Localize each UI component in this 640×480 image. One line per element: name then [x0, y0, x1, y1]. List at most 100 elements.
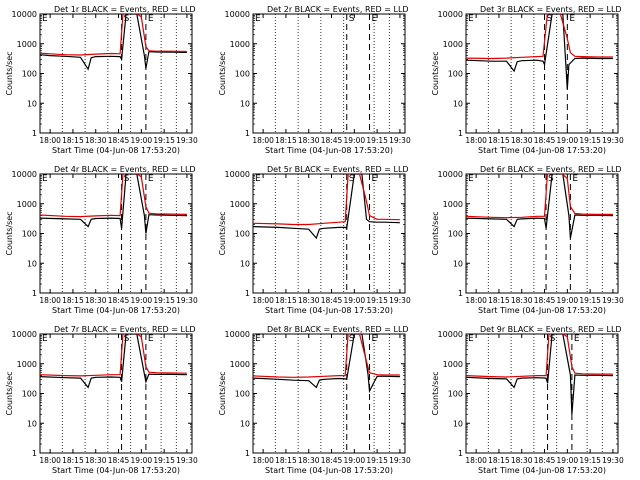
x-axis-label: Start Time (04-Jun-08 17:53:20): [265, 306, 393, 315]
x-tick-label: 18:45: [534, 456, 556, 465]
x-tick-label: 19:30: [389, 456, 411, 465]
x-tick-label: 18:00: [39, 296, 61, 305]
y-tick-label: 10: [27, 259, 37, 268]
x-tick-label: 18:15: [275, 296, 297, 305]
y-tick-label: 1: [458, 129, 463, 138]
y-tick-label: 10000: [438, 170, 463, 179]
panel-title: Det 6r BLACK = Events, RED = LLD: [480, 165, 622, 174]
left-end-marker-label: E: [255, 174, 261, 184]
x-tick-label: 19:30: [176, 296, 198, 305]
x-tick-label: 18:00: [465, 456, 487, 465]
y-tick-label: 100: [22, 230, 37, 239]
y-tick-label: 1000: [17, 200, 37, 209]
y-tick-label: 100: [22, 390, 37, 399]
x-tick-label: 18:00: [252, 296, 274, 305]
series-line-events: [466, 334, 613, 415]
left-end-marker-label: E: [42, 14, 48, 24]
x-tick-label: 18:30: [511, 296, 533, 305]
x-tick-label: 19:15: [153, 296, 175, 305]
x-axis-label: Start Time (04-Jun-08 17:53:20): [265, 466, 393, 475]
x-tick-label: 18:15: [488, 136, 510, 145]
x-tick-label: 19:00: [131, 296, 153, 305]
y-axis-label: Counts/sec: [218, 371, 227, 415]
start-marker-label: S: [124, 14, 130, 24]
x-tick-label: 19:15: [579, 296, 601, 305]
y-tick-label: 100: [448, 390, 463, 399]
x-tick-label: 18:45: [108, 456, 130, 465]
x-tick-label: 18:30: [85, 136, 107, 145]
y-axis-label: Counts/sec: [431, 211, 440, 255]
series-line-events: [253, 174, 400, 240]
x-tick-label: 19:30: [389, 136, 411, 145]
x-tick-label: 18:30: [85, 296, 107, 305]
y-axis-label: Counts/sec: [5, 51, 14, 95]
left-end-marker-label: E: [42, 334, 48, 344]
y-tick-label: 10: [453, 99, 463, 108]
x-tick-label: 18:45: [108, 136, 130, 145]
start-marker-label: S: [349, 174, 355, 184]
start-marker-label: S: [124, 334, 130, 344]
y-tick-label: 10: [453, 419, 463, 428]
x-tick-label: 19:30: [176, 136, 198, 145]
end-marker-label: E: [148, 14, 154, 24]
y-axis-label: Counts/sec: [218, 211, 227, 255]
y-axis-label: Counts/sec: [5, 371, 14, 415]
x-tick-label: 19:30: [602, 296, 624, 305]
x-tick-label: 18:00: [465, 296, 487, 305]
x-axis-label: Start Time (04-Jun-08 17:53:20): [478, 466, 606, 475]
x-tick-label: 19:15: [579, 136, 601, 145]
x-axis-label: Start Time (04-Jun-08 17:53:20): [478, 146, 606, 155]
panel-title: Det 1r BLACK = Events, RED = LLD: [54, 5, 196, 14]
y-tick-label: 1000: [443, 200, 463, 209]
x-tick-label: 19:00: [557, 456, 579, 465]
x-tick-label: 18:30: [511, 136, 533, 145]
x-tick-label: 19:15: [366, 296, 388, 305]
x-tick-label: 19:15: [153, 136, 175, 145]
y-tick-label: 1: [32, 449, 37, 458]
y-tick-label: 10000: [225, 170, 250, 179]
left-end-marker-label: E: [255, 14, 261, 24]
x-tick-label: 18:15: [275, 136, 297, 145]
x-tick-label: 19:15: [579, 456, 601, 465]
x-axis-label: Start Time (04-Jun-08 17:53:20): [478, 306, 606, 315]
y-axis-label: Counts/sec: [218, 51, 227, 95]
x-tick-label: 19:15: [366, 136, 388, 145]
x-tick-label: 19:00: [344, 136, 366, 145]
y-tick-label: 1000: [17, 360, 37, 369]
panel-title: Det 7r BLACK = Events, RED = LLD: [54, 325, 196, 334]
plot-frame: [39, 173, 193, 294]
x-tick-label: 18:00: [39, 136, 61, 145]
plot-frame: [465, 173, 619, 294]
series-line-lld: [466, 174, 613, 219]
y-tick-label: 10000: [12, 10, 37, 19]
y-tick-label: 1000: [443, 40, 463, 49]
end-marker-label: E: [372, 174, 378, 184]
x-tick-label: 19:15: [366, 456, 388, 465]
y-tick-label: 1: [32, 129, 37, 138]
series-line-lld: [40, 14, 187, 56]
left-end-marker-label: E: [42, 174, 48, 184]
plot-frame: [39, 333, 193, 454]
series-line-events: [466, 14, 613, 90]
panel-title: Det 4r BLACK = Events, RED = LLD: [54, 165, 196, 174]
x-tick-label: 19:00: [131, 456, 153, 465]
y-tick-label: 1000: [230, 360, 250, 369]
series-line-lld: [253, 174, 400, 226]
y-axis-label: Counts/sec: [5, 211, 14, 255]
series-line-lld: [466, 334, 613, 378]
y-tick-label: 100: [22, 70, 37, 79]
x-tick-label: 19:30: [602, 456, 624, 465]
x-tick-label: 19:00: [131, 136, 153, 145]
y-tick-label: 100: [235, 230, 250, 239]
y-tick-label: 1000: [230, 200, 250, 209]
y-tick-label: 1: [458, 449, 463, 458]
x-axis-label: Start Time (04-Jun-08 17:53:20): [52, 466, 180, 475]
x-tick-label: 18:45: [534, 136, 556, 145]
y-tick-label: 1: [245, 449, 250, 458]
x-tick-label: 18:00: [252, 456, 274, 465]
y-tick-label: 10000: [12, 170, 37, 179]
y-tick-label: 1: [245, 289, 250, 298]
